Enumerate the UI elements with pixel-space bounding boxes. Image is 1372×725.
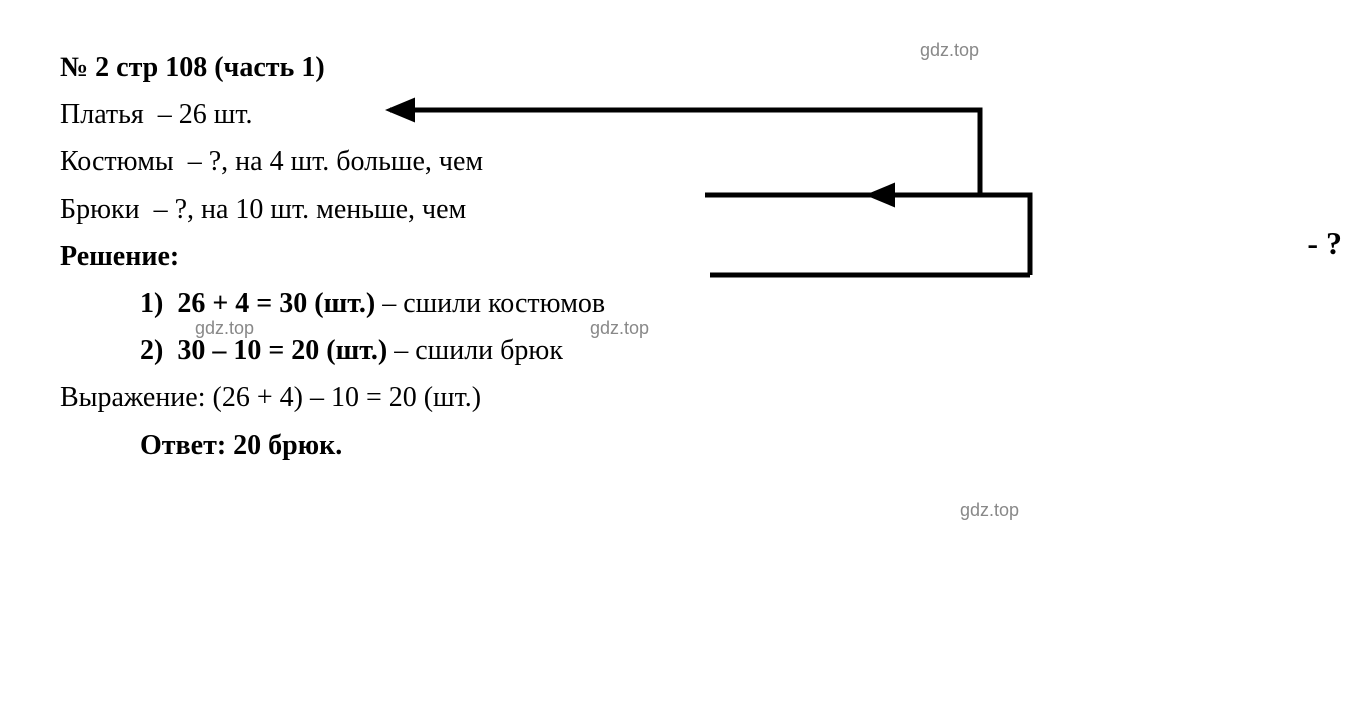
question-mark: - ? xyxy=(1307,225,1342,262)
step1-calculation: 26 + 4 = 30 (шт.) xyxy=(177,288,375,319)
expression-label: Выражение: xyxy=(60,382,206,413)
expression-line: Выражение: (26 + 4) – 10 = 20 (шт.) xyxy=(60,378,1312,417)
step2-description: – сшили брюк xyxy=(394,335,563,366)
answer-value: 20 брюк. xyxy=(233,430,342,461)
given-line-3: Брюки – ?, на 10 шт. меньше, чем xyxy=(60,190,1312,229)
dresses-value: – 26 шт. xyxy=(158,99,253,130)
step1-number: 1) xyxy=(140,288,163,319)
step1-description: – сшили костюмов xyxy=(382,288,605,319)
given-line-2: Костюмы – ?, на 4 шт. больше, чем xyxy=(60,142,1312,181)
suits-label: Костюмы xyxy=(60,146,174,177)
problem-header: № 2 стр 108 (часть 1) xyxy=(60,48,1312,87)
pants-label: Брюки xyxy=(60,194,140,225)
watermark: gdz.top xyxy=(195,318,254,339)
solution-title: Решение: xyxy=(60,237,1312,276)
pants-value: – ?, на 10 шт. меньше, чем xyxy=(154,194,467,225)
watermark: gdz.top xyxy=(920,40,979,61)
suits-value: – ?, на 4 шт. больше, чем xyxy=(188,146,483,177)
watermark: gdz.top xyxy=(960,500,1019,521)
step2-calculation: 30 – 10 = 20 (шт.) xyxy=(177,335,387,366)
given-line-1: Платья – 26 шт. xyxy=(60,95,1312,134)
watermark: gdz.top xyxy=(590,318,649,339)
dresses-label: Платья xyxy=(60,99,144,130)
expression-value: (26 + 4) – 10 = 20 (шт.) xyxy=(213,382,482,413)
answer-label: Ответ: xyxy=(140,430,226,461)
answer-line: Ответ: 20 брюк. xyxy=(60,426,1312,465)
step2-number: 2) xyxy=(140,335,163,366)
